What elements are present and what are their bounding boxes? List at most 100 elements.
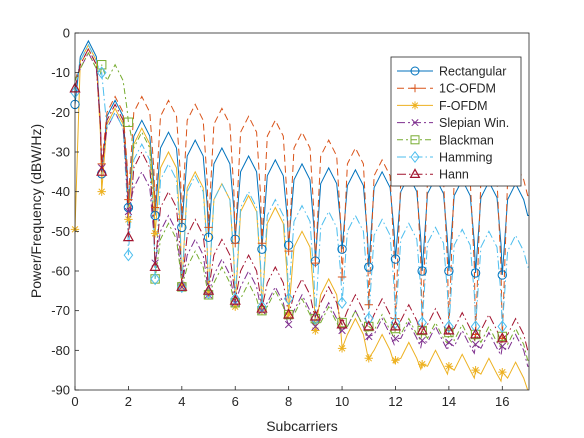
triangle-marker bbox=[256, 302, 268, 313]
y-tick-label: -30 bbox=[51, 145, 70, 160]
y-axis-label: Power/Frequency (dBW/Hz) bbox=[28, 124, 44, 298]
y-tick-label: -60 bbox=[51, 264, 70, 279]
legend-label: Hamming bbox=[439, 151, 493, 165]
diamond-marker bbox=[470, 320, 481, 333]
square-marker bbox=[97, 60, 107, 70]
legend-label: 1C-OFDM bbox=[439, 82, 496, 96]
x-tick-label: 6 bbox=[232, 394, 239, 409]
diamond-marker bbox=[150, 272, 160, 286]
plus-marker bbox=[311, 258, 320, 268]
triangle-marker bbox=[389, 320, 402, 331]
diamond-marker bbox=[337, 296, 347, 310]
x-marker bbox=[411, 119, 419, 127]
asterisk-marker bbox=[417, 360, 427, 369]
x-tick-label: 10 bbox=[335, 394, 349, 409]
circle-marker bbox=[364, 262, 374, 272]
diamond-marker bbox=[444, 320, 454, 333]
triangle-marker bbox=[176, 280, 188, 291]
asterisk-marker bbox=[498, 367, 507, 377]
asterisk-marker bbox=[204, 288, 213, 298]
y-tick-label: -80 bbox=[51, 343, 70, 358]
x-marker bbox=[498, 342, 507, 351]
legend-box bbox=[390, 56, 522, 187]
x-tick-label: 12 bbox=[388, 394, 402, 409]
triangle-marker bbox=[443, 324, 455, 335]
legend-label: Hann bbox=[439, 168, 469, 182]
triangle-marker bbox=[409, 168, 421, 178]
asterisk-marker bbox=[124, 215, 133, 224]
circle-marker bbox=[497, 270, 507, 280]
triangle-marker bbox=[96, 165, 108, 176]
asterisk-marker bbox=[177, 280, 187, 290]
x-marker bbox=[445, 338, 453, 347]
asterisk-marker bbox=[391, 356, 400, 365]
x-marker bbox=[284, 320, 293, 329]
asterisk-marker bbox=[97, 187, 106, 196]
circle-marker bbox=[410, 66, 420, 76]
diamond-marker bbox=[123, 248, 134, 262]
diamond-marker bbox=[96, 66, 107, 79]
triangle-marker bbox=[416, 324, 428, 335]
x-marker bbox=[365, 332, 373, 341]
x-tick-label: 8 bbox=[285, 394, 292, 409]
x-tick-label: 4 bbox=[178, 394, 185, 409]
circle-marker bbox=[390, 254, 401, 264]
asterisk-marker bbox=[444, 362, 454, 371]
triangle-marker bbox=[202, 284, 215, 295]
asterisk-marker bbox=[150, 229, 160, 238]
marker-layer bbox=[69, 60, 508, 377]
asterisk-marker bbox=[311, 326, 320, 335]
plus-marker bbox=[337, 272, 347, 282]
triangle-marker bbox=[469, 328, 482, 339]
x-tick-label: 2 bbox=[125, 394, 132, 409]
diamond-marker bbox=[390, 316, 401, 329]
legend-label: Rectangular bbox=[439, 65, 506, 79]
x-tick-label: 14 bbox=[442, 394, 456, 409]
diamond-marker bbox=[176, 280, 187, 294]
x-axis-label: Subcarriers bbox=[266, 418, 338, 434]
circle-marker bbox=[417, 266, 427, 276]
y-tick-label: -50 bbox=[51, 224, 70, 239]
plus-marker bbox=[257, 239, 267, 248]
circle-marker bbox=[337, 244, 347, 254]
plus-marker bbox=[364, 300, 373, 309]
x-marker bbox=[311, 322, 320, 331]
x-tick-label: 0 bbox=[71, 394, 78, 409]
y-tick-label: 0 bbox=[63, 26, 70, 41]
y-tick-label: -10 bbox=[51, 65, 70, 80]
square-marker bbox=[410, 135, 420, 145]
asterisk-marker bbox=[284, 310, 293, 319]
circle-marker bbox=[444, 266, 454, 276]
plus-marker bbox=[204, 223, 213, 232]
circle-marker bbox=[470, 268, 481, 278]
triangle-marker bbox=[309, 310, 321, 321]
triangle-marker bbox=[496, 332, 508, 343]
x-marker bbox=[124, 207, 133, 216]
x-axis-ticks: 0 2 4 6 8 10 12 14 16 bbox=[71, 386, 510, 409]
x-marker bbox=[204, 291, 213, 299]
asterisk-marker bbox=[411, 101, 419, 110]
plus-marker bbox=[411, 84, 419, 93]
asterisk-marker bbox=[337, 344, 347, 353]
plus-marker bbox=[284, 246, 293, 256]
circle-marker bbox=[203, 232, 214, 242]
y-tick-label: -90 bbox=[51, 383, 70, 398]
triangle-marker bbox=[122, 230, 135, 242]
axes-box bbox=[74, 32, 530, 391]
x-marker bbox=[471, 340, 480, 349]
triangle-marker bbox=[229, 294, 241, 305]
triangle-marker bbox=[363, 320, 375, 331]
plus-marker bbox=[177, 215, 187, 224]
triangle-marker bbox=[149, 260, 161, 271]
asterisk-marker bbox=[471, 365, 480, 375]
diamond-marker bbox=[417, 316, 428, 329]
y-tick-label: -20 bbox=[51, 105, 70, 120]
legend-label: F-OFDM bbox=[439, 99, 488, 113]
plus-marker bbox=[231, 239, 240, 248]
y-tick-label: -40 bbox=[51, 184, 70, 199]
legend: Rectangular 1C-OFDM F-OFDM Slepian Win. Blac… bbox=[390, 56, 522, 187]
legend-label: Slepian Win. bbox=[439, 116, 509, 130]
square-marker bbox=[123, 117, 134, 127]
x-tick-label: 16 bbox=[495, 394, 509, 409]
plus-marker bbox=[150, 203, 160, 212]
